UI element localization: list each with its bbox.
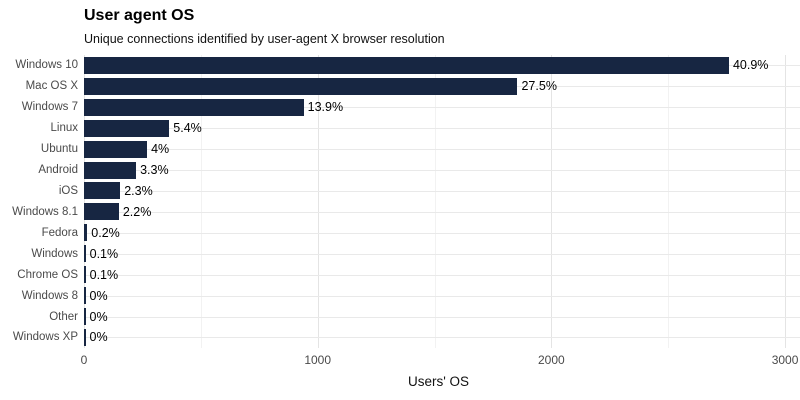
- y-axis-label: Linux: [50, 122, 79, 135]
- bar-row: 0%: [84, 327, 800, 348]
- bar-row: 4%: [84, 139, 800, 160]
- bar: [84, 287, 86, 305]
- bar-row: 40.9%: [84, 55, 800, 76]
- bar-value-label: 0%: [89, 288, 108, 303]
- bar-row: 0%: [84, 306, 800, 327]
- y-axis-label: Windows 10: [15, 59, 78, 72]
- bar-rows: 40.9% 27.5% 13.9% 5.4% 4% 3.3% 2.3% 2.2% 0.2% 0.1…: [84, 55, 800, 348]
- bar: [84, 140, 148, 158]
- bar: [84, 266, 86, 284]
- minor-gridline: [434, 55, 436, 348]
- major-gridline: [551, 55, 553, 348]
- major-gridline: [84, 55, 85, 348]
- bar-row: 0.1%: [84, 243, 800, 264]
- bar-value-label: 0%: [89, 330, 108, 345]
- chart-subtitle: Unique connections identified by user-ag…: [84, 32, 445, 47]
- y-axis-label: Fedora: [41, 226, 78, 239]
- bar-value-label: 2.2%: [122, 204, 152, 219]
- y-axis-label: Windows XP: [12, 331, 78, 344]
- x-tick-label: 1000: [304, 353, 332, 367]
- plot-panel: 40.9% 27.5% 13.9% 5.4% 4% 3.3% 2.3% 2.2% 0.2% 0.1…: [84, 55, 800, 348]
- minor-gridline: [200, 55, 202, 348]
- bar: [84, 56, 729, 74]
- y-axis-label: Ubuntu: [40, 143, 78, 156]
- bar-value-label: 0.2%: [91, 225, 120, 240]
- bar-value-label: 5.4%: [173, 121, 202, 136]
- bar: [84, 224, 88, 242]
- bar-value-label: 0.1%: [89, 246, 119, 261]
- y-axis-labels: Windows 10 Mac OS X Windows 7 Linux Ubuntu An…: [0, 55, 78, 348]
- bar-row: 0%: [84, 285, 800, 306]
- chart-title: User agent OS: [84, 7, 195, 24]
- y-axis-label: Mac OS X: [25, 80, 78, 93]
- y-axis-label: Other: [49, 310, 78, 323]
- y-axis-label: Windows 8.1: [12, 205, 78, 218]
- x-tick-label: 3000: [771, 353, 799, 367]
- y-axis-label: Windows: [31, 247, 78, 260]
- bar-value-label: 0%: [89, 309, 108, 324]
- bar: [84, 182, 121, 200]
- y-axis-label: Windows 7: [21, 101, 78, 114]
- minor-gridline: [668, 55, 670, 348]
- bar-value-label: 4%: [151, 142, 170, 157]
- x-axis-title: Users' OS: [407, 374, 470, 389]
- y-axis-label: iOS: [58, 184, 78, 197]
- y-axis-label: Android: [38, 164, 78, 177]
- bar: [84, 98, 304, 116]
- bar-value-label: 0.1%: [89, 267, 119, 282]
- bar-row: 2.3%: [84, 181, 800, 202]
- bar: [84, 119, 170, 137]
- y-axis-label: Windows 8: [21, 289, 78, 302]
- x-axis-ticks: 0 1000 2000 3000: [80, 353, 799, 369]
- bar-value-label: 3.3%: [140, 163, 169, 178]
- x-tick-label: 2000: [538, 353, 565, 367]
- bar-row: 0.1%: [84, 264, 800, 285]
- bar: [84, 328, 86, 346]
- bar: [84, 308, 86, 326]
- bar-value-label: 27.5%: [521, 79, 557, 94]
- major-gridline: [317, 55, 319, 348]
- bar-value-label: 40.9%: [732, 58, 769, 73]
- bar-value-label: 13.9%: [307, 100, 344, 115]
- bar-row: 3.3%: [84, 160, 800, 181]
- bar-row: 0.2%: [84, 222, 800, 243]
- y-axis-label: Chrome OS: [17, 268, 78, 281]
- bar: [84, 245, 86, 263]
- major-gridline: [785, 55, 787, 348]
- bar-row: 5.4%: [84, 118, 800, 139]
- bar: [84, 161, 137, 179]
- x-tick-label: 0: [80, 353, 88, 367]
- bar-value-label: 2.3%: [124, 183, 153, 198]
- bar: [84, 77, 518, 95]
- bar-row: 13.9%: [84, 97, 800, 118]
- bar-row: 27.5%: [84, 76, 800, 97]
- bar: [84, 203, 119, 221]
- chart-header: User agent OS Unique connections identif…: [84, 6, 445, 46]
- bar-row: 2.2%: [84, 201, 800, 222]
